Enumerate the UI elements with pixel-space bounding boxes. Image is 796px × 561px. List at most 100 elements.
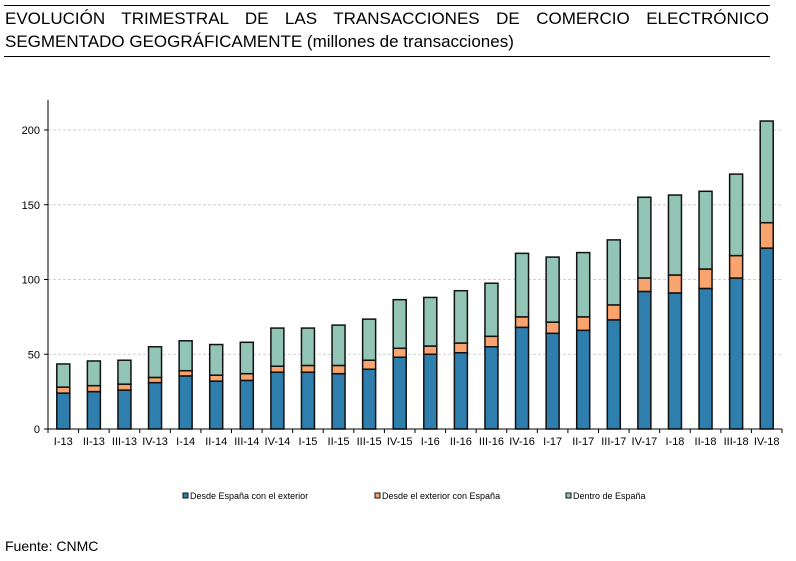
bar-segment-dentro-espana	[606, 239, 622, 306]
y-tick-label: 200	[22, 125, 40, 137]
bar-stack-I-18	[667, 194, 683, 430]
bar-segment-desde-espana	[728, 277, 744, 430]
bar-stack-II-15	[331, 324, 346, 430]
bar-segment-desde-espana	[239, 379, 255, 430]
x-axis-ticks: I-13 II-13 III-13 IV-13 I-14 II-14 III-14 IV-14…	[47, 429, 783, 448]
legend-item: Desde España con el exterior	[182, 491, 308, 501]
bar-stack-III-16	[484, 282, 499, 430]
x-tick-label: III-15	[357, 436, 382, 448]
x-tick-label: I-18	[665, 436, 684, 448]
bar-stack-I-15	[300, 327, 316, 430]
x-tick-label: II-18	[695, 436, 717, 448]
bar-segment-dentro-espana	[361, 318, 377, 361]
bar-segment-desde-espana	[667, 292, 683, 430]
bar-segment-desde-exterior	[208, 374, 224, 382]
bar-segment-desde-espana	[300, 371, 316, 430]
title-bottom-rule	[4, 56, 770, 57]
bar-segment-desde-espana	[392, 356, 407, 430]
x-tick-label: II-14	[205, 436, 227, 448]
x-tick-label: IV-18	[754, 436, 780, 448]
bar-stack-II-16	[453, 289, 469, 430]
bar-segment-desde-exterior	[759, 221, 774, 249]
x-tick-label: III-13	[112, 436, 137, 448]
bar-segment-desde-exterior	[361, 359, 377, 370]
bar-segment-desde-exterior	[545, 321, 560, 335]
x-tick-label: IV-14	[265, 436, 291, 448]
bar-segment-desde-exterior	[239, 372, 255, 382]
bar-segment-dentro-espana	[178, 340, 193, 372]
bar-segment-desde-espana	[86, 390, 102, 430]
bar-stack-I-13	[56, 363, 71, 430]
bar-segment-desde-espana	[423, 353, 438, 430]
bar-segment-desde-espana	[56, 392, 71, 430]
bar-segment-desde-espana	[637, 290, 652, 430]
bar-segment-desde-exterior	[575, 316, 591, 332]
bar-stack-II-17	[575, 251, 591, 430]
bar-segment-desde-exterior	[514, 316, 530, 329]
bar-segment-desde-exterior	[86, 384, 102, 393]
bar-segment-desde-espana	[208, 380, 224, 430]
bar-stack-III-13	[117, 359, 132, 430]
bar-segment-desde-espana	[575, 329, 591, 430]
x-tick-label: I-13	[54, 436, 73, 448]
bar-stack-II-18	[698, 190, 713, 430]
bar-segment-desde-exterior	[178, 369, 193, 377]
source-note: Fuente: CNMC	[5, 538, 99, 554]
bar-segment-desde-espana	[759, 247, 774, 430]
bar-stack-III-14	[239, 341, 255, 430]
x-tick-label: I-15	[298, 436, 317, 448]
bar-segment-dentro-espana	[484, 282, 499, 338]
chart-title-line-1: EVOLUCIÓN TRIMESTRAL DE LAS TRANSACCIONE…	[5, 9, 769, 28]
x-tick-label: I-14	[176, 436, 195, 448]
bar-segment-dentro-espana	[575, 251, 591, 318]
x-tick-label: II-16	[450, 436, 472, 448]
chart-title-line-2: SEGMENTADO GEOGRÁFICAMENTE (millones de …	[5, 32, 514, 51]
bar-stack-III-17	[606, 239, 622, 430]
x-tick-label: III-14	[234, 436, 259, 448]
bar-stack-IV-18	[759, 120, 774, 430]
bar-segment-desde-exterior	[331, 364, 346, 375]
bar-segment-desde-exterior	[728, 254, 744, 279]
bar-segment-desde-exterior	[56, 386, 71, 394]
bar-segment-dentro-espana	[117, 359, 132, 385]
bar-segment-desde-exterior	[453, 342, 469, 354]
bar-segment-desde-espana	[453, 352, 469, 430]
bar-segment-dentro-espana	[208, 343, 224, 376]
bar-stack-IV-15	[392, 298, 407, 430]
bar-segment-dentro-espana	[728, 173, 744, 257]
x-tick-label: III-17	[601, 436, 626, 448]
x-tick-label: I-16	[421, 436, 440, 448]
title-top-rule	[4, 5, 770, 6]
bar-segment-desde-exterior	[484, 335, 499, 348]
bar-segment-dentro-espana	[331, 324, 346, 367]
legend-swatch	[374, 492, 381, 499]
bars	[56, 120, 774, 430]
x-tick-label: III-16	[479, 436, 504, 448]
bar-segment-dentro-espana	[239, 341, 255, 375]
bar-segment-desde-espana	[270, 371, 285, 430]
bar-stack-IV-16	[514, 252, 530, 430]
bar-segment-desde-exterior	[392, 347, 407, 358]
bar-segment-desde-espana	[331, 372, 346, 430]
bar-stack-II-13	[86, 360, 102, 430]
bar-segment-dentro-espana	[300, 327, 316, 367]
legend-label: Dentro de España	[573, 491, 646, 501]
bar-segment-dentro-espana	[545, 256, 560, 323]
bar-segment-desde-espana	[514, 326, 530, 430]
x-tick-label: IV-13	[142, 436, 168, 448]
bar-segment-desde-exterior	[606, 304, 622, 321]
bar-segment-desde-espana	[147, 381, 163, 430]
bar-stack-IV-14	[270, 327, 285, 430]
bar-segment-dentro-espana	[56, 363, 71, 388]
y-tick-label: 150	[22, 200, 40, 212]
x-tick-label: IV-15	[387, 436, 413, 448]
bar-stack-I-16	[423, 296, 438, 430]
bar-stack-I-14	[178, 340, 193, 430]
bar-stack-III-18	[728, 173, 744, 430]
legend-item: Dentro de España	[565, 491, 646, 501]
x-tick-label: II-15	[328, 436, 350, 448]
bar-stack-II-14	[208, 343, 224, 430]
legend-label: Desde el exterior con España	[382, 491, 500, 501]
bar-segment-dentro-espana	[147, 346, 163, 379]
